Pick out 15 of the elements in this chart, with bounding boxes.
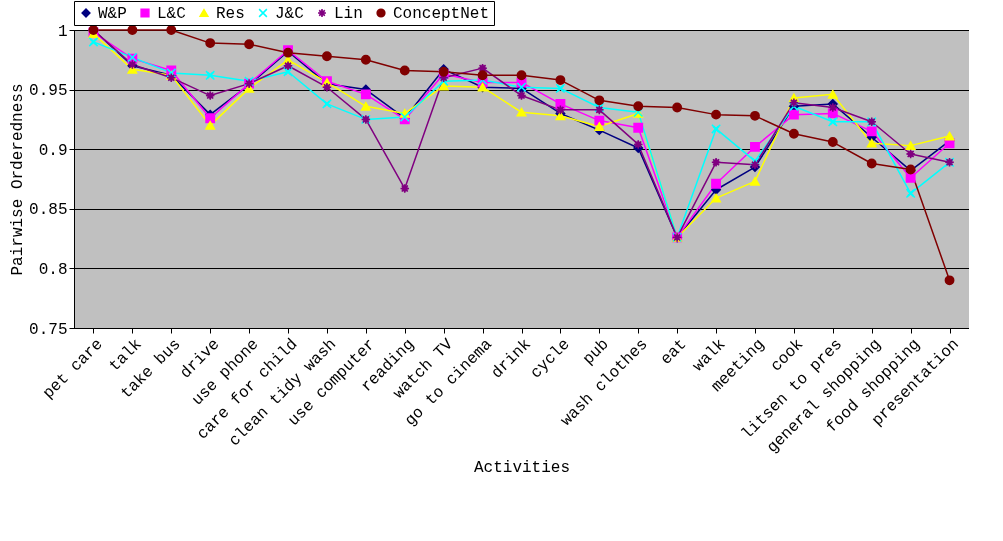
y-tick-label: 0.75 xyxy=(29,320,68,339)
y-tick-label: 0.95 xyxy=(29,82,68,101)
legend-label: ConceptNet xyxy=(393,5,490,23)
x-tick-label: eat xyxy=(657,335,691,369)
y-tick-label: 0.9 xyxy=(38,141,68,160)
legend-label: W&P xyxy=(98,5,127,23)
legend-label: Res xyxy=(216,5,245,23)
y-axis-title: Pairwise Orderedness xyxy=(9,83,28,276)
legend-label: L&C xyxy=(157,5,186,23)
x-axis-title: Activities xyxy=(473,459,571,478)
y-tick-label: 0.8 xyxy=(38,260,68,279)
legend-label: J&C xyxy=(275,5,304,23)
legend-label: Lin xyxy=(334,5,363,23)
y-tick-label: 0.85 xyxy=(29,201,68,220)
y-tick-label: 1 xyxy=(57,22,68,41)
